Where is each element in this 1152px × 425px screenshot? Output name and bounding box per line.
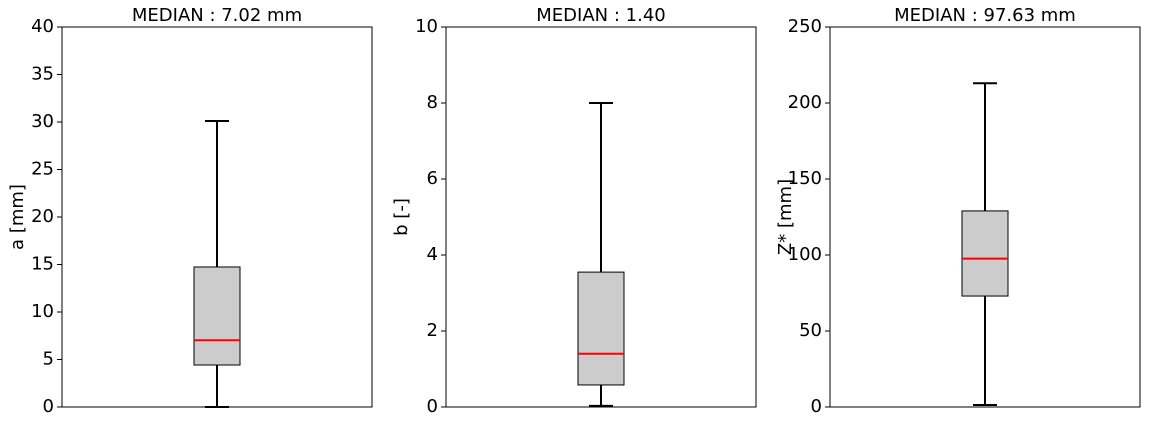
y-tick-label: 10	[31, 301, 54, 322]
chart-title: MEDIAN : 1.40	[536, 5, 665, 26]
y-axis-label: a [mm]	[7, 184, 28, 250]
y-tick-label: 0	[811, 396, 822, 417]
y-tick-label: 25	[31, 159, 54, 180]
y-tick-label: 10	[415, 16, 438, 37]
y-tick-label: 20	[31, 206, 54, 227]
y-tick-label: 6	[427, 168, 438, 189]
plot-frame	[445, 26, 757, 408]
plot-frame	[61, 26, 373, 408]
y-tick-label: 35	[31, 64, 54, 85]
box	[961, 210, 1009, 297]
plot-frame	[829, 26, 1141, 408]
y-tick-label: 5	[43, 349, 54, 370]
y-tick-label: 200	[788, 92, 822, 113]
y-tick-label: 100	[788, 244, 822, 265]
y-tick-label: 30	[31, 111, 54, 132]
chart-title: MEDIAN : 97.63 mm	[894, 5, 1076, 26]
y-tick-label: 0	[427, 396, 438, 417]
y-axis-label: b [-]	[391, 198, 412, 236]
y-tick-label: 50	[799, 320, 822, 341]
y-tick-label: 40	[31, 16, 54, 37]
y-tick-label: 0	[43, 396, 54, 417]
chart-title: MEDIAN : 7.02 mm	[132, 5, 302, 26]
y-axis-label: Z* [mm]	[775, 179, 796, 255]
y-tick-label: 15	[31, 254, 54, 275]
box	[193, 266, 241, 366]
y-tick-label: 150	[788, 168, 822, 189]
box	[577, 271, 625, 386]
y-tick-label: 2	[427, 320, 438, 341]
y-tick-label: 250	[788, 16, 822, 37]
y-tick-label: 8	[427, 92, 438, 113]
y-tick-label: 4	[427, 244, 438, 265]
